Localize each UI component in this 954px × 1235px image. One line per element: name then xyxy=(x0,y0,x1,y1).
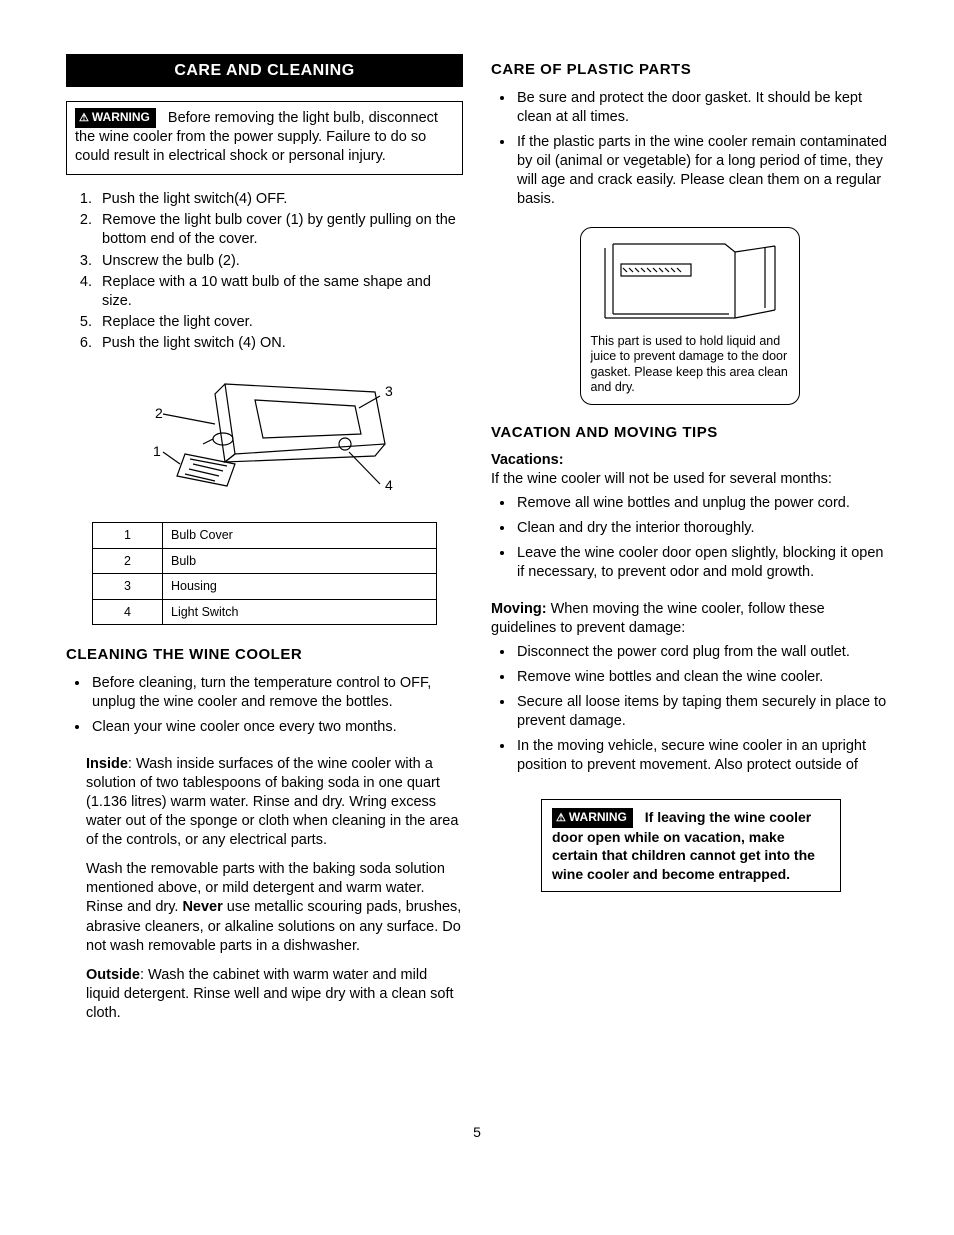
part-number: 2 xyxy=(93,548,163,574)
list-item: Unscrew the bulb (2). xyxy=(96,251,463,272)
bulb-diagram-svg: 2 1 3 4 xyxy=(115,364,415,504)
part-name: Light Switch xyxy=(163,599,437,625)
outside-paragraph: Outside: Wash the cabinet with warm wate… xyxy=(86,966,463,1023)
part-number: 1 xyxy=(93,523,163,549)
part-name: Housing xyxy=(163,574,437,600)
warning-label: WARNING xyxy=(569,810,627,826)
table-row: 3Housing xyxy=(93,574,437,600)
table-row: 4Light Switch xyxy=(93,599,437,625)
warning-triangle-icon: ⚠ xyxy=(556,811,566,826)
bulb-diagram: 2 1 3 4 xyxy=(66,364,463,510)
left-column: CARE AND CLEANING ⚠WARNING Before removi… xyxy=(66,54,463,1033)
right-column: CARE OF PLASTIC PARTS Be sure and protec… xyxy=(491,54,888,892)
list-item: Secure all loose items by taping them se… xyxy=(515,692,888,736)
list-item: In the moving vehicle, secure wine coole… xyxy=(515,736,888,780)
removable-paragraph: Wash the removable parts with the baking… xyxy=(86,860,463,956)
warning-box: ⚠WARNING Before removing the light bulb,… xyxy=(66,101,463,175)
outside-text: : Wash the cabinet with warm water and m… xyxy=(86,967,454,1021)
diagram-label-1: 1 xyxy=(153,443,161,459)
table-row: 2Bulb xyxy=(93,548,437,574)
moving-bullets: Disconnect the power cord plug from the … xyxy=(491,642,888,781)
cooler-corner-svg xyxy=(595,238,785,328)
parts-table: 1Bulb Cover 2Bulb 3Housing 4Light Switch xyxy=(92,522,437,625)
list-item: Push the light switch (4) ON. xyxy=(96,333,463,354)
list-item: Remove the light bulb cover (1) by gentl… xyxy=(96,210,463,250)
list-item: Be sure and protect the door gasket. It … xyxy=(515,88,888,132)
list-item: Remove wine bottles and clean the wine c… xyxy=(515,667,888,692)
diagram-label-2: 2 xyxy=(155,405,163,421)
list-item: Leave the wine cooler door open slightly… xyxy=(515,543,888,587)
list-item: Clean and dry the interior thoroughly. xyxy=(515,518,888,543)
outside-label: Outside xyxy=(86,967,140,983)
list-item: Clean your wine cooler once every two mo… xyxy=(90,717,463,742)
vacation-warning-box: ⚠WARNING If leaving the wine cooler door… xyxy=(541,799,841,893)
inside-text: : Wash inside surfaces of the wine coole… xyxy=(86,756,458,849)
moving-label: Moving: xyxy=(491,601,547,617)
section-title-bar: CARE AND CLEANING xyxy=(66,54,463,87)
warning-tag: ⚠WARNING xyxy=(552,808,633,828)
warning-tag: ⚠WARNING xyxy=(75,108,156,128)
cleaning-heading: CLEANING THE WINE COOLER xyxy=(66,645,463,665)
warning-triangle-icon: ⚠ xyxy=(79,111,89,126)
table-row: 1Bulb Cover xyxy=(93,523,437,549)
bulb-steps-list: Push the light switch(4) OFF. Remove the… xyxy=(66,189,463,354)
vacations-intro: If the wine cooler will not be used for … xyxy=(491,470,888,489)
two-column-layout: CARE AND CLEANING ⚠WARNING Before removi… xyxy=(66,54,888,1033)
part-name: Bulb xyxy=(163,548,437,574)
diagram-label-3: 3 xyxy=(385,383,393,399)
cleaning-bullets: Before cleaning, turn the temperature co… xyxy=(66,673,463,742)
callout-text: This part is used to hold liquid and jui… xyxy=(591,334,789,397)
plastic-heading: CARE OF PLASTIC PARTS xyxy=(491,60,888,80)
never-label: Never xyxy=(182,899,222,915)
part-number: 4 xyxy=(93,599,163,625)
inside-paragraph: Inside: Wash inside surfaces of the wine… xyxy=(86,755,463,851)
list-item: Push the light switch(4) OFF. xyxy=(96,189,463,210)
list-item: Disconnect the power cord plug from the … xyxy=(515,642,888,667)
plastic-bullets: Be sure and protect the door gasket. It … xyxy=(491,88,888,215)
warning-label: WARNING xyxy=(92,110,150,126)
vacations-bullets: Remove all wine bottles and unplug the p… xyxy=(491,493,888,588)
part-name: Bulb Cover xyxy=(163,523,437,549)
list-item: Replace with a 10 watt bulb of the same … xyxy=(96,272,463,312)
gasket-callout: This part is used to hold liquid and jui… xyxy=(580,227,800,406)
inside-label: Inside xyxy=(86,756,128,772)
vacations-label: Vacations: xyxy=(491,451,888,470)
moving-paragraph: Moving: When moving the wine cooler, fol… xyxy=(491,600,888,638)
list-item: Replace the light cover. xyxy=(96,312,463,333)
list-item: Remove all wine bottles and unplug the p… xyxy=(515,493,888,518)
page-number: 5 xyxy=(66,1123,888,1141)
vacation-heading: VACATION AND MOVING TIPS xyxy=(491,423,888,443)
part-number: 3 xyxy=(93,574,163,600)
diagram-label-4: 4 xyxy=(385,477,393,493)
list-item: Before cleaning, turn the temperature co… xyxy=(90,673,463,717)
list-item: If the plastic parts in the wine cooler … xyxy=(515,132,888,215)
